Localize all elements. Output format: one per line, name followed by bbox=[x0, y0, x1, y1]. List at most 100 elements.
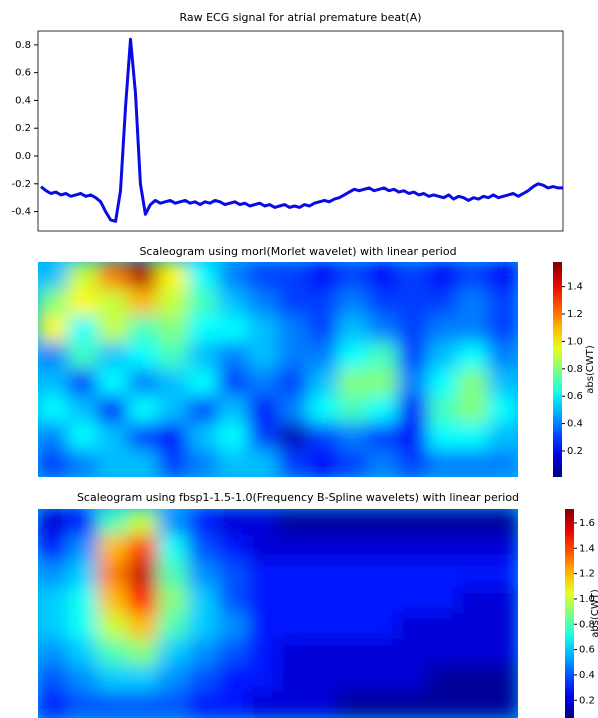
heatmap-cell bbox=[187, 262, 219, 290]
heatmap-cell bbox=[307, 262, 339, 290]
heatmap-cell bbox=[487, 395, 518, 424]
heatmap-cell bbox=[307, 342, 339, 370]
colorbar-label: abs(CWT) bbox=[590, 589, 598, 638]
heatmap-cell bbox=[217, 422, 249, 451]
heatmap-cell bbox=[307, 509, 339, 536]
heatmap-cell bbox=[67, 449, 99, 477]
heatmap-cell bbox=[397, 509, 429, 536]
heatmap-cell bbox=[187, 560, 219, 588]
heatmap-cell bbox=[38, 262, 69, 290]
heatmap-cell bbox=[427, 586, 459, 614]
heatmap-cell bbox=[157, 315, 189, 344]
heatmap-cell bbox=[247, 395, 279, 424]
heatmap-cell bbox=[277, 534, 309, 562]
heatmap-cell bbox=[217, 509, 249, 536]
colorbar-label: abs(CWT) bbox=[585, 345, 596, 394]
heatmap-cell bbox=[97, 369, 129, 397]
colorbar-tick-label: 1.4 bbox=[579, 543, 595, 554]
heatmap-cell bbox=[337, 449, 369, 477]
heatmap-cell bbox=[367, 342, 399, 370]
heatmap-cell bbox=[367, 586, 399, 614]
heatmap-cells bbox=[38, 262, 518, 477]
heatmap-cell bbox=[487, 449, 518, 477]
heatmap-cell bbox=[127, 509, 159, 536]
heatmap-cell bbox=[67, 665, 99, 693]
heatmap-cell bbox=[187, 586, 219, 614]
heatmap-cell bbox=[127, 342, 159, 370]
heatmap-cell bbox=[127, 369, 159, 397]
heatmap-cell bbox=[38, 395, 69, 424]
heatmap-cell bbox=[487, 691, 518, 718]
heatmap-cell bbox=[487, 315, 518, 344]
heatmap-cell bbox=[127, 422, 159, 451]
heatmap-cell bbox=[157, 560, 189, 588]
heatmap-cell bbox=[427, 342, 459, 370]
heatmap-cell bbox=[337, 509, 369, 536]
heatmap-cell bbox=[157, 665, 189, 693]
heatmap-cell bbox=[337, 262, 369, 290]
heatmap-cell bbox=[217, 262, 249, 290]
heatmap-cell bbox=[67, 509, 99, 536]
heatmap-cell bbox=[337, 422, 369, 451]
heatmap-cell bbox=[397, 613, 429, 641]
heatmap-cell bbox=[427, 665, 459, 693]
heatmap-cell bbox=[97, 449, 129, 477]
heatmap-cell bbox=[307, 315, 339, 344]
heatmap-cell bbox=[487, 262, 518, 290]
y-tick-label: 0.0 bbox=[15, 151, 31, 162]
chart-title: Scaleogram using morl(Morlet wavelet) wi… bbox=[139, 245, 456, 258]
plot-frame bbox=[37, 30, 564, 232]
heatmap-cell bbox=[337, 586, 369, 614]
heatmap-cell bbox=[457, 449, 489, 477]
heatmap-cell bbox=[67, 586, 99, 614]
heatmap-cell bbox=[217, 315, 249, 344]
heatmap-cell bbox=[157, 534, 189, 562]
heatmap-cell bbox=[127, 586, 159, 614]
heatmap-cell bbox=[127, 665, 159, 693]
heatmap-cell bbox=[397, 691, 429, 718]
heatmap-cell bbox=[187, 534, 219, 562]
heatmap-cell bbox=[187, 509, 219, 536]
y-tick-label: 0.4 bbox=[15, 95, 31, 106]
heatmap-cell bbox=[97, 665, 129, 693]
heatmap-cell bbox=[187, 691, 219, 718]
heatmap-cell bbox=[397, 560, 429, 588]
heatmap-cell bbox=[187, 422, 219, 451]
heatmap-cell bbox=[427, 288, 459, 317]
heatmap-cell bbox=[157, 369, 189, 397]
heatmap-cell bbox=[247, 665, 279, 693]
heatmap-cell bbox=[427, 315, 459, 344]
heatmap-cell bbox=[427, 509, 459, 536]
heatmap-cell bbox=[307, 395, 339, 424]
heatmap-cell bbox=[187, 665, 219, 693]
heatmap-cell bbox=[397, 342, 429, 370]
heatmap-cell bbox=[97, 534, 129, 562]
heatmap-cell bbox=[157, 342, 189, 370]
heatmap-cell bbox=[38, 315, 69, 344]
heatmap-cell bbox=[397, 586, 429, 614]
heatmap-cell bbox=[367, 288, 399, 317]
heatmap-cell bbox=[367, 691, 399, 718]
heatmap-cell bbox=[127, 639, 159, 667]
heatmap-cell bbox=[277, 449, 309, 477]
heatmap-cell bbox=[337, 342, 369, 370]
heatmap-cell bbox=[127, 315, 159, 344]
heatmap-cell bbox=[457, 560, 489, 588]
heatmap-cell bbox=[277, 586, 309, 614]
heatmap-cell bbox=[38, 586, 69, 614]
heatmap-cell bbox=[367, 639, 399, 667]
heatmap-cell bbox=[247, 560, 279, 588]
heatmap-cell bbox=[337, 534, 369, 562]
heatmap-cell bbox=[457, 639, 489, 667]
heatmap-cell bbox=[97, 509, 129, 536]
heatmap-cell bbox=[487, 560, 518, 588]
heatmap-cell bbox=[187, 613, 219, 641]
colorbar bbox=[565, 509, 574, 718]
ecg-line bbox=[40, 37, 563, 223]
heatmap-cell bbox=[97, 560, 129, 588]
heatmap-cell bbox=[337, 613, 369, 641]
heatmap-cell bbox=[187, 288, 219, 317]
heatmap-cell bbox=[247, 613, 279, 641]
heatmap-cell bbox=[217, 288, 249, 317]
